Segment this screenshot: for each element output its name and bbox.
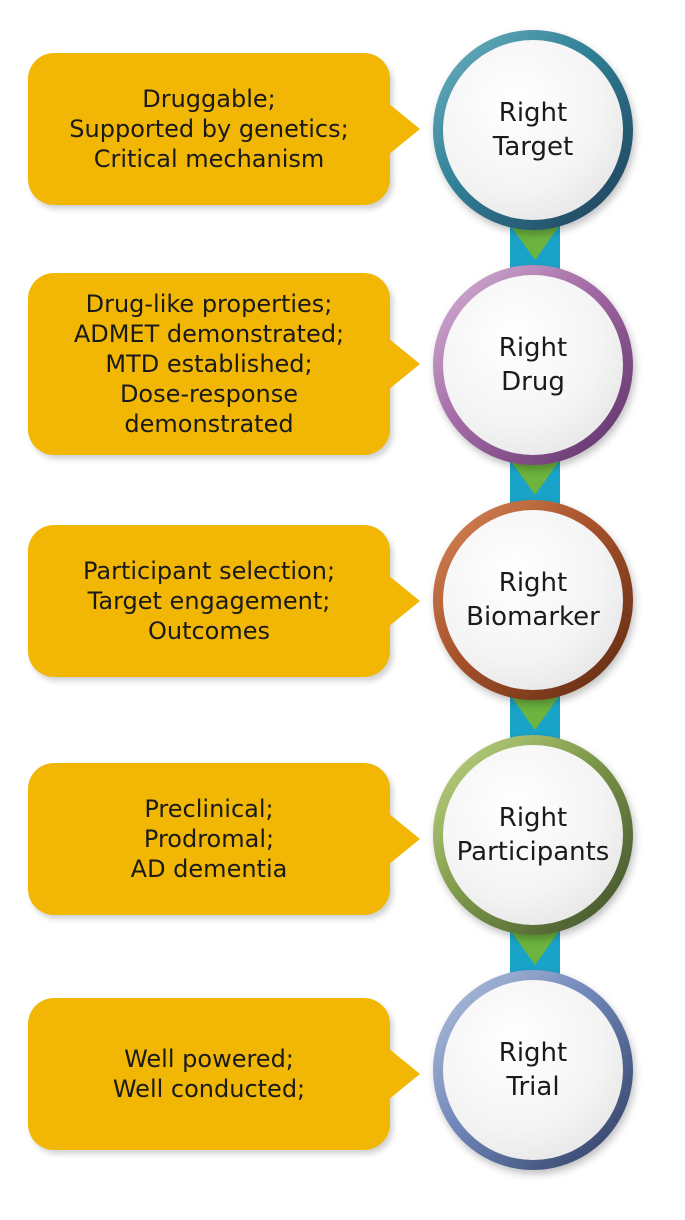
down-arrow-icon bbox=[510, 695, 560, 730]
criteria-line: MTD established; bbox=[105, 350, 313, 378]
criteria-box: Preclinical; Prodromal; AD dementia bbox=[28, 763, 420, 915]
stage-circle: Right Participants bbox=[443, 745, 623, 925]
stage-circle-label-line: Right bbox=[498, 568, 568, 598]
criteria-line: Prodromal; bbox=[143, 825, 275, 853]
stage-circle-ring: Right Drug bbox=[433, 265, 633, 465]
down-arrow-icon bbox=[510, 225, 560, 260]
criteria-box: Participant selection; Target engagement… bbox=[28, 525, 420, 677]
stage-circle: Right Trial bbox=[443, 980, 623, 1160]
criteria-line: ADMET demonstrated; bbox=[73, 320, 345, 348]
stage-circle-ring: Right Biomarker bbox=[433, 500, 633, 700]
stage-circle-label-line: Right bbox=[498, 1038, 568, 1068]
down-arrow-icon bbox=[510, 460, 560, 495]
stage-circle-label-line: Right bbox=[498, 98, 568, 128]
criteria-list: Drug-like properties; ADMET demonstrated… bbox=[74, 289, 344, 439]
criteria-line: Preclinical; bbox=[144, 795, 274, 823]
criteria-line: Target engagement; bbox=[87, 587, 331, 615]
criteria-line: Well conducted; bbox=[112, 1075, 306, 1103]
criteria-box: Druggable; Supported by genetics; Critic… bbox=[28, 53, 420, 205]
stage-circle: Right Biomarker bbox=[443, 510, 623, 690]
criteria-line: Critical mechanism bbox=[93, 145, 325, 173]
stage-circle-label-line: Right bbox=[498, 333, 568, 363]
criteria-line: Drug-like properties; bbox=[85, 290, 333, 318]
criteria-line: Outcomes bbox=[147, 617, 271, 645]
stage-circle: Right Target bbox=[443, 40, 623, 220]
criteria-line: AD dementia bbox=[130, 855, 288, 883]
stage-circle-ring: Right Trial bbox=[433, 970, 633, 1170]
stage-circle-ring: Right Participants bbox=[433, 735, 633, 935]
criteria-line: Druggable; bbox=[142, 85, 276, 113]
criteria-box: Well powered; Well conducted; bbox=[28, 998, 420, 1150]
stage-circle-label-line: Biomarker bbox=[466, 602, 600, 632]
criteria-line: Dose-response bbox=[119, 380, 299, 408]
criteria-line: demonstrated bbox=[124, 410, 294, 438]
stage-circle: Right Drug bbox=[443, 275, 623, 455]
criteria-box: Drug-like properties; ADMET demonstrated… bbox=[28, 273, 420, 455]
criteria-line: Supported by genetics; bbox=[69, 115, 349, 143]
stage-circle-label-line: Drug bbox=[501, 367, 565, 397]
criteria-list: Well powered; Well conducted; bbox=[113, 1044, 305, 1104]
criteria-list: Druggable; Supported by genetics; Critic… bbox=[69, 84, 348, 174]
stage-circle-label-line: Right bbox=[498, 803, 568, 833]
criteria-line: Participant selection; bbox=[82, 557, 336, 585]
criteria-line: Well powered; bbox=[124, 1045, 294, 1073]
criteria-list: Participant selection; Target engagement… bbox=[83, 556, 335, 646]
down-arrow-icon bbox=[510, 930, 560, 965]
criteria-list: Preclinical; Prodromal; AD dementia bbox=[131, 794, 288, 884]
stage-circle-label-line: Target bbox=[492, 132, 574, 162]
stage-circle-ring: Right Target bbox=[433, 30, 633, 230]
stage-circle-label-line: Trial bbox=[506, 1072, 560, 1102]
stage-circle-label-line: Participants bbox=[456, 837, 610, 867]
